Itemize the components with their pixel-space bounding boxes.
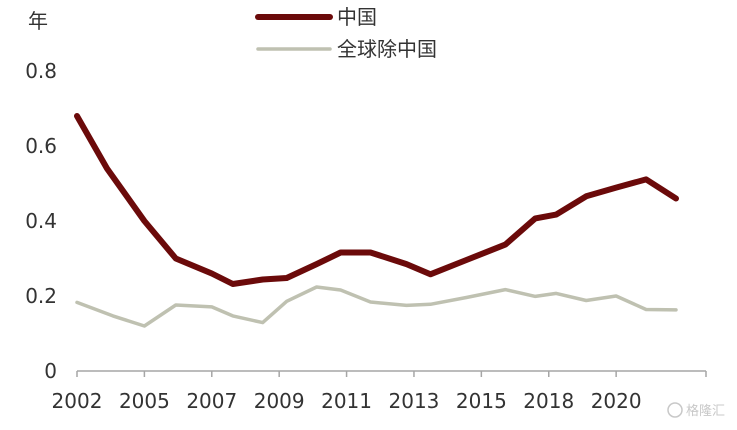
y-tick-label: 0 (44, 359, 57, 383)
y-axis-unit-label: 年 (28, 9, 48, 33)
watermark: 格隆汇 (667, 402, 725, 419)
x-tick-label: 2020 (591, 389, 642, 413)
legend-label-global-ex-china: 全球除中国 (337, 37, 437, 61)
watermark-logo-icon (667, 402, 683, 418)
watermark-text: 格隆汇 (686, 403, 725, 419)
series-line-china (74, 113, 679, 287)
series-line-global-ex-china (75, 285, 678, 328)
x-tick-label: 2011 (321, 389, 372, 413)
x-tick-label: 2015 (456, 389, 507, 413)
x-tick-label: 2009 (254, 389, 305, 413)
y-axis-ticks: 0 0.2 0.4 0.6 0.8 (25, 59, 57, 383)
legend-label-china: 中国 (337, 5, 377, 29)
y-tick-label: 0.4 (25, 209, 57, 233)
y-tick-label: 0.6 (25, 134, 57, 158)
y-tick-label: 0.8 (25, 59, 57, 83)
x-tick-label: 2005 (119, 389, 170, 413)
x-tick-label: 2013 (389, 389, 440, 413)
y-tick-label: 0.2 (25, 284, 57, 308)
series-group (74, 113, 679, 328)
x-tick-label: 2018 (523, 389, 574, 413)
x-axis-ticks: 2002 2005 2007 2009 2011 2013 2015 2018 2020 (52, 371, 707, 413)
x-tick-label: 2007 (186, 389, 237, 413)
x-tick-label: 2002 (52, 389, 103, 413)
legend: 中国 全球除中国 (255, 5, 437, 61)
